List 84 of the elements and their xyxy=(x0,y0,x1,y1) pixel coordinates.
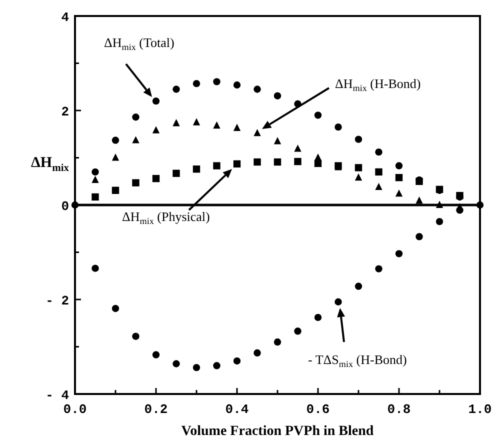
y-tick-label: 4 xyxy=(61,10,70,25)
point xyxy=(274,137,282,144)
point xyxy=(314,314,322,322)
point xyxy=(213,121,220,129)
annotation: ΔH$_{mix}$ (Physical) xyxy=(122,209,210,226)
point xyxy=(476,201,484,209)
x-axis-title: Volume Fraction PVPh in Blend xyxy=(181,424,374,439)
x-tick-label: 0.6 xyxy=(306,402,330,417)
point xyxy=(314,160,322,168)
point xyxy=(233,124,241,131)
point xyxy=(233,357,241,365)
point xyxy=(213,162,220,170)
point xyxy=(112,186,120,194)
y-tick-label: - 4 xyxy=(46,388,70,403)
point xyxy=(395,162,403,170)
annotation: - TΔS$_{mix}$ (H-Bond) xyxy=(308,352,407,370)
annotation: ΔH$_{mix}$ (H-Bond) xyxy=(335,76,421,94)
point xyxy=(354,282,362,290)
point xyxy=(192,364,200,372)
point xyxy=(395,189,403,197)
annotation: ΔH$_{mix}$ (Total) xyxy=(104,35,174,52)
point xyxy=(254,158,261,166)
point xyxy=(416,196,423,204)
point xyxy=(375,182,382,190)
point xyxy=(375,265,382,272)
x-tick-label: 0.4 xyxy=(225,402,249,417)
point xyxy=(132,332,140,340)
point xyxy=(436,218,444,226)
point xyxy=(152,174,160,182)
point xyxy=(375,148,382,156)
point xyxy=(132,114,140,121)
point xyxy=(132,136,140,144)
point xyxy=(213,362,220,370)
point xyxy=(112,136,120,144)
point xyxy=(71,201,79,209)
point xyxy=(274,158,282,166)
x-tick-label: 0.8 xyxy=(387,402,411,417)
point xyxy=(92,176,99,183)
point xyxy=(456,206,464,214)
point xyxy=(354,173,362,181)
point xyxy=(294,144,302,152)
point xyxy=(112,304,120,312)
point xyxy=(92,264,99,272)
x-tick-label: 1.0 xyxy=(468,402,492,417)
point xyxy=(213,78,220,86)
point xyxy=(233,160,241,168)
point xyxy=(172,170,180,177)
point xyxy=(172,119,180,126)
point xyxy=(254,349,261,356)
point xyxy=(375,168,382,176)
point xyxy=(254,128,261,136)
point xyxy=(436,200,444,208)
point xyxy=(274,92,282,100)
point xyxy=(172,86,180,93)
point xyxy=(92,193,99,201)
point xyxy=(354,136,362,143)
point xyxy=(192,165,200,173)
point xyxy=(112,154,120,161)
point xyxy=(132,179,140,186)
y-tick-label: 0 xyxy=(61,199,70,214)
y-axis-title: ΔH$_{mix}$ xyxy=(31,155,70,174)
point xyxy=(395,250,403,258)
point xyxy=(294,328,302,335)
point xyxy=(192,118,200,126)
x-tick-label: 0.0 xyxy=(63,402,87,417)
point xyxy=(152,351,160,358)
point xyxy=(152,126,160,134)
point xyxy=(254,86,261,93)
point xyxy=(416,233,423,240)
x-tick-label: 0.2 xyxy=(144,402,168,417)
y-tick-label: 2 xyxy=(61,104,70,120)
point xyxy=(334,123,342,131)
point xyxy=(314,112,322,119)
point xyxy=(192,80,200,88)
point xyxy=(152,97,160,105)
point xyxy=(92,168,99,176)
point xyxy=(334,298,342,306)
point xyxy=(294,158,302,166)
point xyxy=(172,360,180,368)
point xyxy=(233,81,241,89)
point xyxy=(274,338,282,346)
point xyxy=(395,174,403,182)
y-tick-label: - 2 xyxy=(46,294,70,308)
point xyxy=(354,164,362,172)
